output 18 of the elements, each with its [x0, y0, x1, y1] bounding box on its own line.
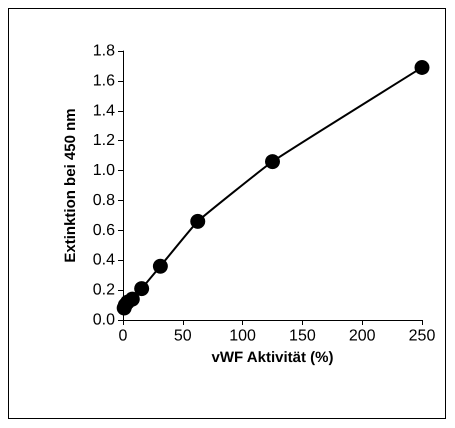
x-tick-label: 50: [174, 328, 192, 344]
y-tick-label: 1.8: [92, 42, 116, 60]
x-tick-label: 0: [118, 328, 128, 344]
y-tick-label: 0.8: [92, 192, 116, 209]
x-tick-label: 100: [229, 328, 256, 344]
y-tick-label: 0.6: [92, 222, 116, 239]
y-tick-label: 1.0: [92, 162, 116, 180]
x-axis-title: vWF Aktivität (%): [212, 349, 334, 366]
x-tick-label: 250: [408, 328, 436, 344]
y-axis-title: Extinktion bei 450 nm: [62, 108, 79, 263]
y-tick-label: 0.2: [92, 282, 116, 299]
y-tick-label: 0.4: [92, 252, 116, 269]
y-tick-label: 1.6: [92, 72, 116, 90]
x-tick-label: 200: [348, 328, 376, 344]
y-tick-label: 1.2: [92, 132, 116, 150]
y-tick-label: 1.4: [92, 102, 116, 120]
y-tick-label: 0.0: [92, 312, 116, 328]
x-tick-label: 150: [289, 328, 316, 344]
